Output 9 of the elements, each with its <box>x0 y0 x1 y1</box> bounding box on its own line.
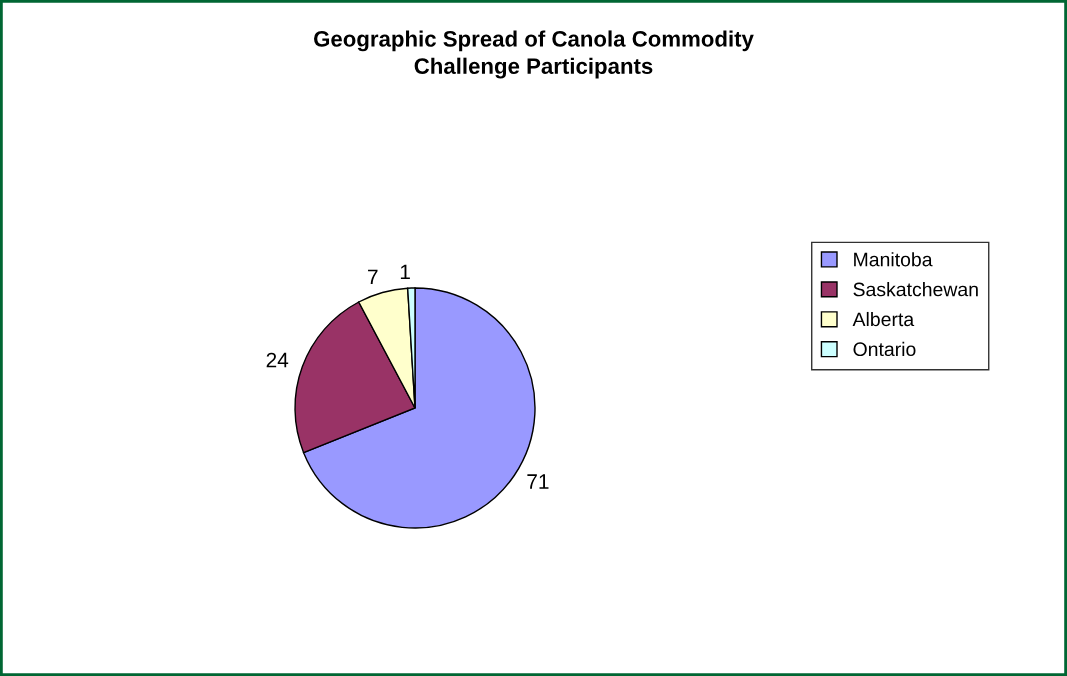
legend-label: Alberta <box>852 311 915 327</box>
legend-label: Saskatchewan <box>853 282 978 297</box>
chart-title: Geographic Spread of Canola Commodity Challenge Participants <box>314 30 754 79</box>
legend-label: Manitoba <box>854 252 933 267</box>
data-label: 71 <box>527 474 549 489</box>
data-label: 7 <box>368 269 378 285</box>
data-label: 1 <box>400 264 410 280</box>
legend-label: Ontario <box>853 341 916 357</box>
data-label: 24 <box>266 352 289 368</box>
